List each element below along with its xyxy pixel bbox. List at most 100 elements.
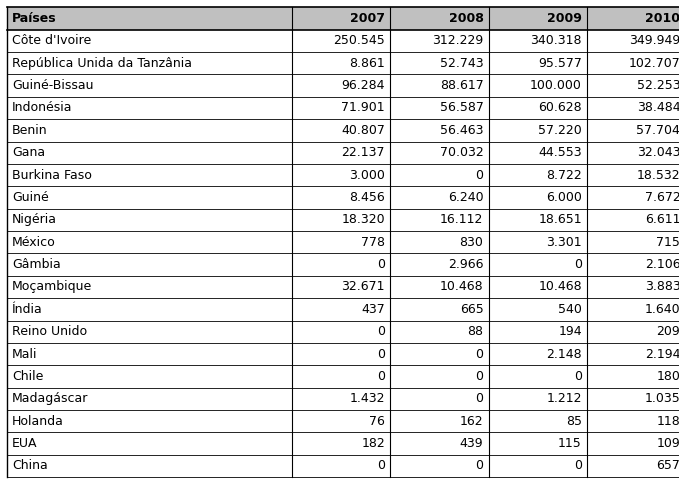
Text: 10.468: 10.468 xyxy=(440,281,483,294)
Text: 250.545: 250.545 xyxy=(333,34,385,47)
Text: 8.456: 8.456 xyxy=(349,191,385,204)
Text: China: China xyxy=(12,459,48,472)
Text: 312.229: 312.229 xyxy=(433,34,483,47)
Text: 0: 0 xyxy=(475,169,483,182)
Text: 44.553: 44.553 xyxy=(538,146,582,159)
Text: 0: 0 xyxy=(377,348,385,361)
Text: 0: 0 xyxy=(574,258,582,271)
Text: 88.617: 88.617 xyxy=(440,79,483,92)
Text: Reino Unido: Reino Unido xyxy=(12,325,88,338)
Text: Gana: Gana xyxy=(12,146,45,159)
Text: 0: 0 xyxy=(475,459,483,472)
Text: 100.000: 100.000 xyxy=(530,79,582,92)
Text: Gâmbia: Gâmbia xyxy=(12,258,61,271)
Text: 60.628: 60.628 xyxy=(538,101,582,114)
Text: 437: 437 xyxy=(361,303,385,316)
Text: 52.253: 52.253 xyxy=(637,79,679,92)
Text: 109: 109 xyxy=(657,437,679,450)
Text: 194: 194 xyxy=(558,325,582,338)
Text: 540: 540 xyxy=(558,303,582,316)
Text: República Unida da Tanzânia: República Unida da Tanzânia xyxy=(12,57,192,70)
Text: 56.587: 56.587 xyxy=(439,101,483,114)
Text: Benin: Benin xyxy=(12,124,48,137)
Text: 118: 118 xyxy=(657,415,679,428)
Text: 85: 85 xyxy=(566,415,582,428)
Text: 0: 0 xyxy=(475,392,483,405)
Text: 3.301: 3.301 xyxy=(547,236,582,249)
Text: 95.577: 95.577 xyxy=(538,57,582,70)
Text: 115: 115 xyxy=(558,437,582,450)
Text: 32.043: 32.043 xyxy=(637,146,679,159)
Text: 56.463: 56.463 xyxy=(440,124,483,137)
Text: 1.640: 1.640 xyxy=(645,303,679,316)
Text: 22.137: 22.137 xyxy=(342,146,385,159)
Text: Mali: Mali xyxy=(12,348,38,361)
Text: 88: 88 xyxy=(467,325,483,338)
Text: 180: 180 xyxy=(657,370,679,383)
Text: 2008: 2008 xyxy=(449,12,483,25)
Text: 8.722: 8.722 xyxy=(546,169,582,182)
Text: Índia: Índia xyxy=(12,303,43,316)
Text: 6.000: 6.000 xyxy=(546,191,582,204)
Text: 0: 0 xyxy=(377,325,385,338)
Text: 715: 715 xyxy=(657,236,679,249)
Text: 2010: 2010 xyxy=(645,12,679,25)
Text: Moçambique: Moçambique xyxy=(12,281,92,294)
Text: 439: 439 xyxy=(460,437,483,450)
Text: 1.212: 1.212 xyxy=(547,392,582,405)
Text: 3.000: 3.000 xyxy=(349,169,385,182)
Text: 96.284: 96.284 xyxy=(342,79,385,92)
Text: Chile: Chile xyxy=(12,370,43,383)
Text: 0: 0 xyxy=(574,459,582,472)
Text: 0: 0 xyxy=(377,459,385,472)
Text: 2.148: 2.148 xyxy=(547,348,582,361)
Text: Guiné: Guiné xyxy=(12,191,49,204)
Text: 2.194: 2.194 xyxy=(645,348,679,361)
Text: 0: 0 xyxy=(377,370,385,383)
Text: 182: 182 xyxy=(361,437,385,450)
Text: Guiné-Bissau: Guiné-Bissau xyxy=(12,79,94,92)
Text: 2009: 2009 xyxy=(547,12,582,25)
Text: Burkina Faso: Burkina Faso xyxy=(12,169,92,182)
Text: 10.468: 10.468 xyxy=(538,281,582,294)
Text: 16.112: 16.112 xyxy=(440,214,483,227)
Text: 340.318: 340.318 xyxy=(530,34,582,47)
Text: 18.532: 18.532 xyxy=(637,169,679,182)
Text: 209: 209 xyxy=(657,325,679,338)
Text: 18.651: 18.651 xyxy=(538,214,582,227)
Text: 349.949: 349.949 xyxy=(629,34,679,47)
Text: 665: 665 xyxy=(460,303,483,316)
Text: 3.883: 3.883 xyxy=(644,281,679,294)
Text: 2007: 2007 xyxy=(350,12,385,25)
Bar xyxy=(7,7,679,29)
Text: 40.807: 40.807 xyxy=(341,124,385,137)
Text: 102.707: 102.707 xyxy=(629,57,679,70)
Text: 57.704: 57.704 xyxy=(636,124,679,137)
Text: 778: 778 xyxy=(361,236,385,249)
Text: Holanda: Holanda xyxy=(12,415,64,428)
Text: 657: 657 xyxy=(657,459,679,472)
Text: 1.432: 1.432 xyxy=(350,392,385,405)
Text: 0: 0 xyxy=(475,370,483,383)
Text: México: México xyxy=(12,236,56,249)
Text: 0: 0 xyxy=(475,348,483,361)
Text: EUA: EUA xyxy=(12,437,38,450)
Text: 1.035: 1.035 xyxy=(644,392,679,405)
Text: Côte d'Ivoire: Côte d'Ivoire xyxy=(12,34,92,47)
Text: 0: 0 xyxy=(377,258,385,271)
Text: 38.484: 38.484 xyxy=(637,101,679,114)
Text: 70.032: 70.032 xyxy=(440,146,483,159)
Text: 18.320: 18.320 xyxy=(342,214,385,227)
Text: 2.106: 2.106 xyxy=(645,258,679,271)
Text: Madagáscar: Madagáscar xyxy=(12,392,88,405)
Text: 2.966: 2.966 xyxy=(448,258,483,271)
Text: Nigéria: Nigéria xyxy=(12,214,57,227)
Text: 52.743: 52.743 xyxy=(440,57,483,70)
Text: 162: 162 xyxy=(460,415,483,428)
Text: 6.611: 6.611 xyxy=(645,214,679,227)
Text: Indonésia: Indonésia xyxy=(12,101,73,114)
Text: 0: 0 xyxy=(574,370,582,383)
Text: 8.861: 8.861 xyxy=(349,57,385,70)
Text: 57.220: 57.220 xyxy=(538,124,582,137)
Text: 6.240: 6.240 xyxy=(448,191,483,204)
